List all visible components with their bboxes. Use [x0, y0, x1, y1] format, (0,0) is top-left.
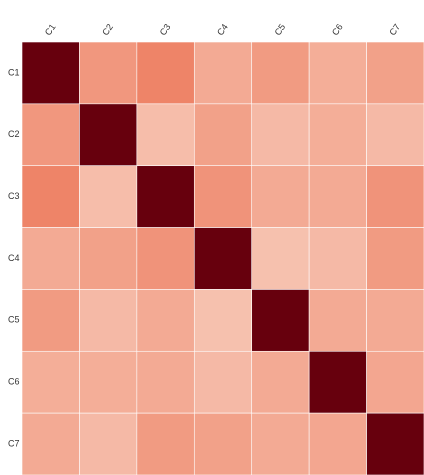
heatmap-cell [136, 227, 195, 290]
heatmap-cell [251, 41, 310, 105]
heatmap-cell [251, 412, 310, 475]
heatmap-cell [366, 165, 424, 228]
y-tick-label: C6 [8, 377, 20, 387]
heatmap-cell [193, 165, 253, 228]
x-tick-label: C1 [43, 22, 58, 37]
x-tick-label: C5 [273, 22, 288, 37]
y-tick-label: C4 [8, 253, 20, 263]
heatmap-cell [193, 103, 253, 167]
heatmap-cell [79, 103, 138, 167]
heatmap-cell [136, 412, 195, 475]
heatmap-cell [251, 103, 310, 167]
y-tick-label: C2 [8, 129, 20, 139]
heatmap-cell [79, 289, 138, 352]
heatmap-cell [136, 41, 195, 105]
heatmap-cell [136, 103, 195, 167]
y-tick-label: C7 [8, 438, 20, 448]
heatmap-cell [366, 41, 424, 105]
heatmap-cell [79, 227, 138, 290]
heatmap-cell [21, 350, 80, 414]
x-tick-label: C4 [215, 22, 230, 37]
heatmap-cell [21, 41, 80, 105]
heatmap-cell [21, 165, 80, 228]
heatmap-cell [251, 289, 310, 352]
heatmap-cell [308, 227, 367, 290]
heatmap-cell [21, 289, 80, 352]
heatmap-cell [193, 227, 253, 290]
heatmap-cell [251, 350, 310, 414]
x-tick-label: C6 [330, 22, 345, 37]
heatmap-cell [308, 289, 367, 352]
heatmap-cell [79, 412, 138, 475]
heatmap-cell [193, 350, 253, 414]
y-tick-label: C1 [8, 67, 20, 77]
heatmap-cell [366, 289, 424, 352]
y-tick-label: C3 [8, 191, 20, 201]
y-tick-label: C5 [8, 315, 20, 325]
heatmap-cell [21, 412, 80, 475]
x-tick-label: C7 [387, 22, 402, 37]
heatmap-cell [79, 350, 138, 414]
heatmap-cell [308, 350, 367, 414]
heatmap-cell [21, 103, 80, 167]
heatmap-cell [308, 41, 367, 105]
heatmap-cell [366, 350, 424, 414]
heatmap-cell [79, 165, 138, 228]
heatmap-cell [251, 227, 310, 290]
heatmap-cell [308, 412, 367, 475]
heatmap-cell [136, 165, 195, 228]
heatmap-cell [21, 227, 80, 290]
heatmap-cell [308, 165, 367, 228]
heatmap-cell [136, 289, 195, 352]
heatmap-cell [366, 227, 424, 290]
x-tick-label: C2 [100, 22, 115, 37]
heatmap-cell [308, 103, 367, 167]
heatmap-cell [193, 412, 253, 475]
x-tick-label: C3 [158, 22, 173, 37]
heatmap-cell [79, 41, 138, 105]
heatmap-cell [193, 289, 253, 352]
heatmap-cell [193, 41, 253, 105]
heatmap-cell [251, 165, 310, 228]
heatmap-cell [366, 103, 424, 167]
heatmap-cell [366, 412, 424, 475]
heatmap-cell [136, 350, 195, 414]
